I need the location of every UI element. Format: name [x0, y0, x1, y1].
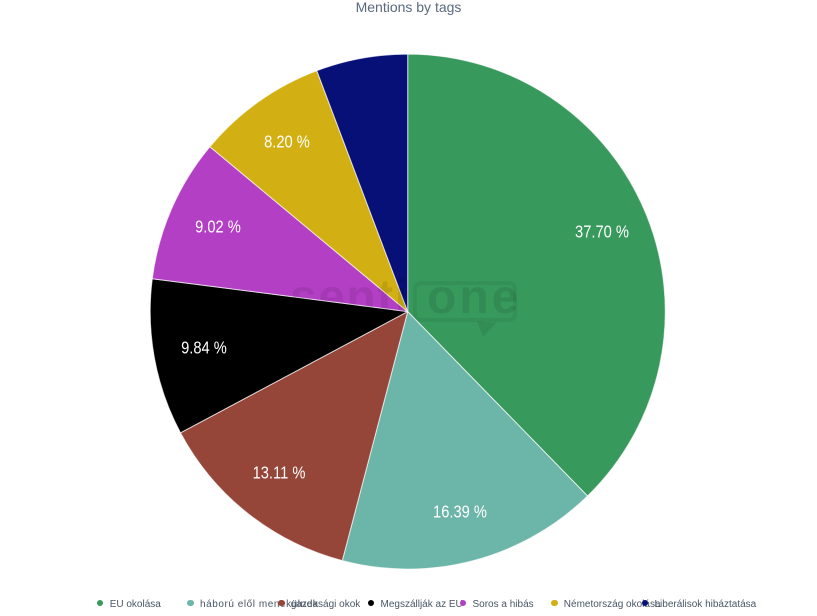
svg-text:one: one	[427, 271, 521, 324]
svg-text:senti: senti	[290, 271, 410, 324]
